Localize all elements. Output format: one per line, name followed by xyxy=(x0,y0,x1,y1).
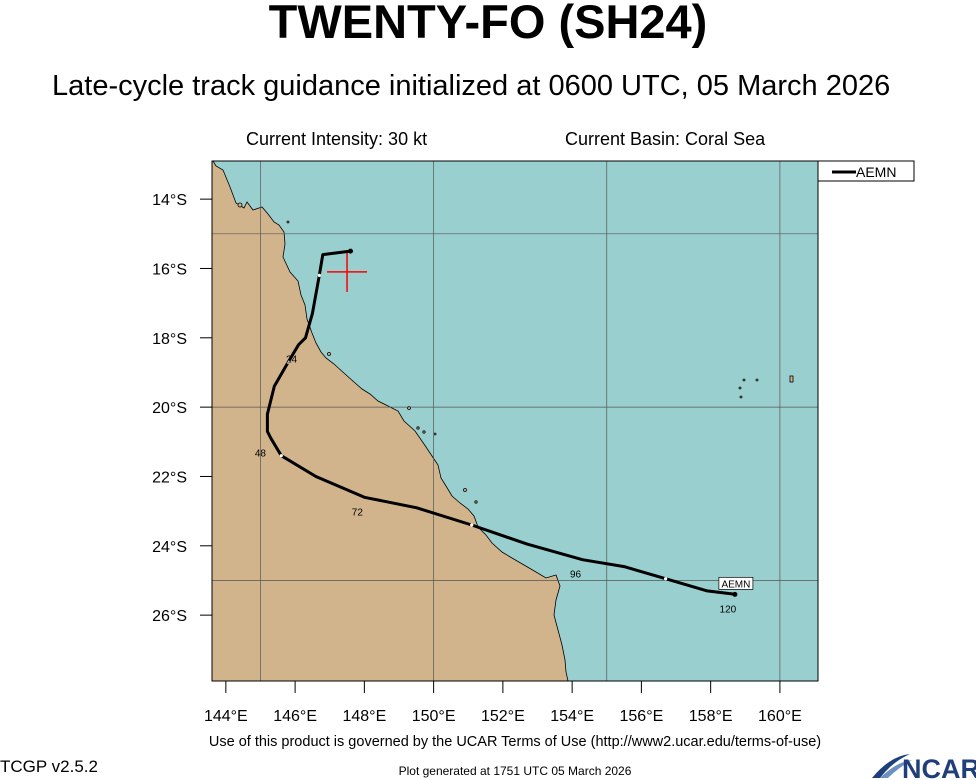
lat-label: 14°S xyxy=(152,192,187,209)
axis-labels: 14°S 16°S 18°S 20°S 22°S 24°S 26°S 144°E 146°E 14… xyxy=(152,192,802,725)
track-12h-marker xyxy=(317,273,321,277)
lon-label: 154°E xyxy=(550,708,594,725)
legend-label: AEMN xyxy=(856,164,896,180)
current-intensity: Current Intensity: 30 kt xyxy=(246,129,428,149)
lon-label: 144°E xyxy=(204,708,248,725)
ncar-logo: NCAR xyxy=(872,754,976,780)
lat-label: 22°S xyxy=(152,469,187,486)
track-line xyxy=(265,249,736,596)
model-label: AEMN xyxy=(721,579,750,590)
land xyxy=(212,161,569,681)
grid-lines xyxy=(212,161,818,681)
track-end-point xyxy=(732,591,738,597)
current-basin: Current Basin: Coral Sea xyxy=(565,129,766,149)
current-position-marker xyxy=(327,251,368,292)
track-start-point xyxy=(348,248,354,254)
aemn-track: 24 48 72 96 120 AEMN xyxy=(255,248,754,615)
version-label: TCGP v2.5.2 xyxy=(0,757,98,776)
track-12h-marker xyxy=(286,360,290,364)
track-12h-marker xyxy=(279,454,283,458)
track-12h-marker xyxy=(470,523,474,527)
forecast-hour-label: 120 xyxy=(720,604,737,615)
lat-label: 18°S xyxy=(152,331,187,348)
lon-label: 160°E xyxy=(758,708,802,725)
lon-label: 156°E xyxy=(620,708,664,725)
page-subtitle: Late-cycle track guidance initialized at… xyxy=(52,70,891,102)
forecast-hour-label: 48 xyxy=(255,448,267,459)
forecast-hour-label: 72 xyxy=(352,507,364,518)
generated-label: Plot generated at 1751 UTC 05 March 2026 xyxy=(398,764,632,778)
map-frame xyxy=(211,160,819,682)
track-12h-marker xyxy=(664,577,668,581)
islands xyxy=(237,202,794,504)
model-label-box xyxy=(718,576,754,590)
lon-label: 158°E xyxy=(689,708,733,725)
forecast-hour-label: 24 xyxy=(286,355,298,366)
legend: AEMN xyxy=(817,160,915,182)
forecast-hour-label: 96 xyxy=(570,570,582,581)
lat-label: 24°S xyxy=(152,539,187,556)
lon-label: 152°E xyxy=(481,708,525,725)
lat-label: 20°S xyxy=(152,400,187,417)
lon-label: 150°E xyxy=(412,708,456,725)
lat-label: 26°S xyxy=(152,608,187,625)
lon-label: 148°E xyxy=(342,708,386,725)
terms-of-use: Use of this product is governed by the U… xyxy=(208,734,822,750)
ncar-logo-text: NCAR xyxy=(902,754,976,780)
page-title: TWENTY-FO (SH24) xyxy=(268,0,708,48)
lon-label: 146°E xyxy=(273,708,317,725)
lat-label: 16°S xyxy=(152,261,187,278)
